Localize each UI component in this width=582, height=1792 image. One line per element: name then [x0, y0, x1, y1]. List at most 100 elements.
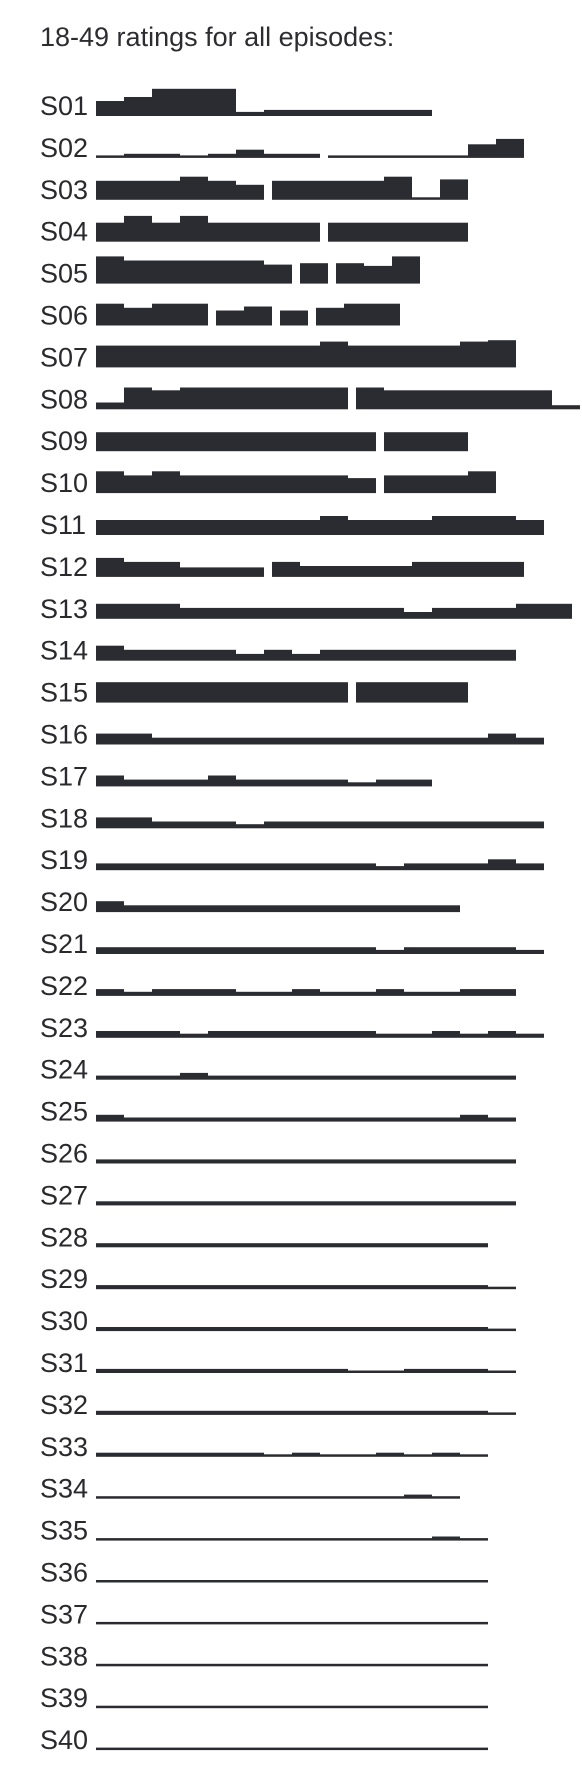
episode-bar — [292, 863, 320, 871]
episode-bar — [384, 155, 412, 158]
episode-bar — [376, 1538, 404, 1541]
season-row-s11: S11 — [40, 510, 544, 540]
episode-bar — [292, 1410, 320, 1415]
episode-bar — [96, 1452, 124, 1457]
episode-bar — [180, 475, 208, 494]
episode-bar — [264, 1243, 292, 1248]
episode-bar — [124, 1747, 152, 1751]
episode-bar — [152, 1663, 180, 1667]
season-label: S26 — [40, 1139, 88, 1169]
episode-bar — [292, 387, 320, 410]
episode-bar — [208, 775, 236, 787]
episode-bar — [124, 863, 152, 871]
episode-bar — [96, 557, 124, 577]
episode-bar — [516, 821, 544, 829]
season-row-s23: S23 — [40, 1013, 544, 1043]
episode-bar — [348, 737, 376, 745]
episode-bar — [208, 1243, 236, 1248]
episode-bar — [124, 215, 152, 242]
episode-bar — [336, 263, 364, 284]
episode-bar — [292, 475, 320, 494]
episode-bar — [208, 737, 236, 745]
episode-bar — [320, 475, 348, 494]
episode-bar — [372, 303, 400, 326]
episode-bar — [356, 180, 384, 200]
episode-bar — [404, 905, 432, 913]
episode-bar — [292, 947, 320, 954]
episode-bar — [152, 345, 180, 368]
episode-bar — [376, 1621, 404, 1625]
episode-bar — [264, 1538, 292, 1541]
episode-bar — [376, 1496, 404, 1499]
episode-bar — [236, 111, 264, 116]
episode-bar — [152, 520, 180, 535]
episode-bar — [292, 1580, 320, 1583]
episode-bar — [316, 307, 344, 326]
episode-bar — [236, 260, 264, 284]
episode-bar — [180, 1117, 208, 1122]
episode-bar — [180, 88, 208, 116]
episode-bar — [236, 653, 264, 661]
season-row-s36: S36 — [40, 1558, 488, 1588]
episode-bar — [236, 737, 264, 745]
episode-bar — [300, 180, 328, 200]
episode-bar — [208, 387, 236, 410]
episode-bar — [320, 387, 348, 410]
episode-bar — [404, 1201, 432, 1206]
episode-bar — [320, 341, 348, 368]
episode-bar — [208, 682, 236, 703]
episode-bar — [432, 1327, 460, 1332]
episode-bar — [376, 1075, 404, 1080]
episode-bar — [348, 1370, 376, 1373]
episode-bar — [264, 821, 292, 829]
episode-bar — [404, 1075, 432, 1080]
episode-bar — [264, 1368, 292, 1373]
episode-bar — [404, 947, 432, 954]
episode-bar — [404, 612, 432, 619]
episode-bar — [152, 905, 180, 913]
episode-bar — [264, 991, 292, 996]
episode-bar — [208, 1327, 236, 1332]
episode-bar — [292, 1368, 320, 1373]
episode-bar — [208, 520, 236, 535]
episode-bar — [328, 155, 356, 158]
episode-bar — [180, 821, 208, 829]
season-row-s01: S01 — [40, 88, 432, 121]
episode-bar — [348, 1580, 376, 1583]
episode-bar — [236, 779, 264, 787]
episode-bar — [488, 989, 516, 996]
episode-bar — [152, 561, 180, 577]
episode-bar — [348, 1621, 376, 1625]
episode-bar — [320, 779, 348, 787]
episode-bar — [180, 1452, 208, 1457]
episode-bar — [96, 682, 124, 703]
episode-bar — [180, 607, 208, 619]
episode-bar — [348, 1201, 376, 1206]
episode-bar — [292, 1285, 320, 1290]
episode-bar — [320, 1538, 348, 1541]
episode-bar — [376, 1243, 404, 1248]
episode-bar — [124, 260, 152, 284]
episode-bar — [264, 387, 292, 410]
episode-bar — [236, 1159, 264, 1164]
episode-bar — [376, 779, 404, 787]
episode-bar — [404, 1580, 432, 1583]
episode-bar — [264, 345, 292, 368]
episode-bar — [292, 1496, 320, 1499]
episode-bar — [216, 310, 244, 326]
episode-bar — [348, 109, 376, 116]
episode-bar — [124, 649, 152, 661]
episode-bar — [96, 180, 124, 200]
episode-bar — [152, 1075, 180, 1080]
episode-bar — [236, 1243, 264, 1248]
episode-bar — [152, 1410, 180, 1415]
episode-bar — [152, 1496, 180, 1499]
episode-bar — [328, 566, 356, 577]
episode-bar — [96, 901, 124, 913]
episode-bar — [180, 1538, 208, 1541]
episode-bar — [440, 475, 468, 494]
episode-bar — [152, 1705, 180, 1709]
episode-bar — [404, 737, 432, 745]
episode-bar — [348, 1705, 376, 1709]
episode-bar — [236, 567, 264, 577]
